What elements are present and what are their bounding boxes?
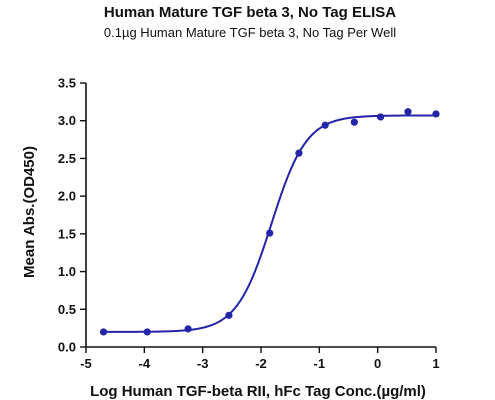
y-axis-ticks: 0.0 0.5 1.0 1.5 2.0 2.5 3.0 3.5 xyxy=(58,76,86,355)
data-point xyxy=(350,118,358,126)
x-tick-label: 0 xyxy=(374,356,381,371)
y-tick-label: 3.5 xyxy=(58,76,76,91)
data-points xyxy=(99,108,440,336)
x-tick-label: -4 xyxy=(139,356,151,371)
data-point xyxy=(404,108,412,116)
fit-curve xyxy=(103,114,436,333)
y-tick-label: 3.0 xyxy=(58,113,76,128)
y-tick-label: 1.0 xyxy=(58,264,76,279)
data-point xyxy=(99,328,108,336)
x-tick-label: -3 xyxy=(197,356,209,371)
x-tick-label: -5 xyxy=(80,356,92,371)
data-point xyxy=(266,229,274,237)
plot-area: 0.0 0.5 1.0 1.5 2.0 2.5 3.0 3.5 -5 -4 -3 -2 -1 0 1 xyxy=(58,76,440,372)
y-tick-label: 0.5 xyxy=(58,302,76,317)
y-tick-label: 2.0 xyxy=(58,189,76,204)
y-axis-label: Mean Abs.(OD450) xyxy=(21,146,38,278)
data-point xyxy=(321,121,329,129)
data-point xyxy=(376,113,385,121)
y-tick-label: 0.0 xyxy=(58,340,76,355)
data-point xyxy=(184,325,192,333)
data-point xyxy=(295,149,303,157)
x-tick-label: -2 xyxy=(255,356,267,371)
y-tick-label: 1.5 xyxy=(58,226,76,241)
data-point xyxy=(225,311,233,319)
data-point xyxy=(432,110,440,118)
x-tick-label: 1 xyxy=(432,356,439,371)
chart-title: Human Mature TGF beta 3, No Tag ELISA xyxy=(104,4,396,21)
y-tick-label: 2.5 xyxy=(58,151,76,166)
x-axis-label: Log Human TGF-beta RII, hFc Tag Conc.(µg… xyxy=(90,383,426,400)
x-tick-label: -1 xyxy=(314,356,326,371)
x-axis-ticks: -5 -4 -3 -2 -1 0 1 xyxy=(80,347,440,371)
chart-subtitle: 0.1µg Human Mature TGF beta 3, No Tag Pe… xyxy=(104,25,396,40)
data-point xyxy=(143,328,151,336)
